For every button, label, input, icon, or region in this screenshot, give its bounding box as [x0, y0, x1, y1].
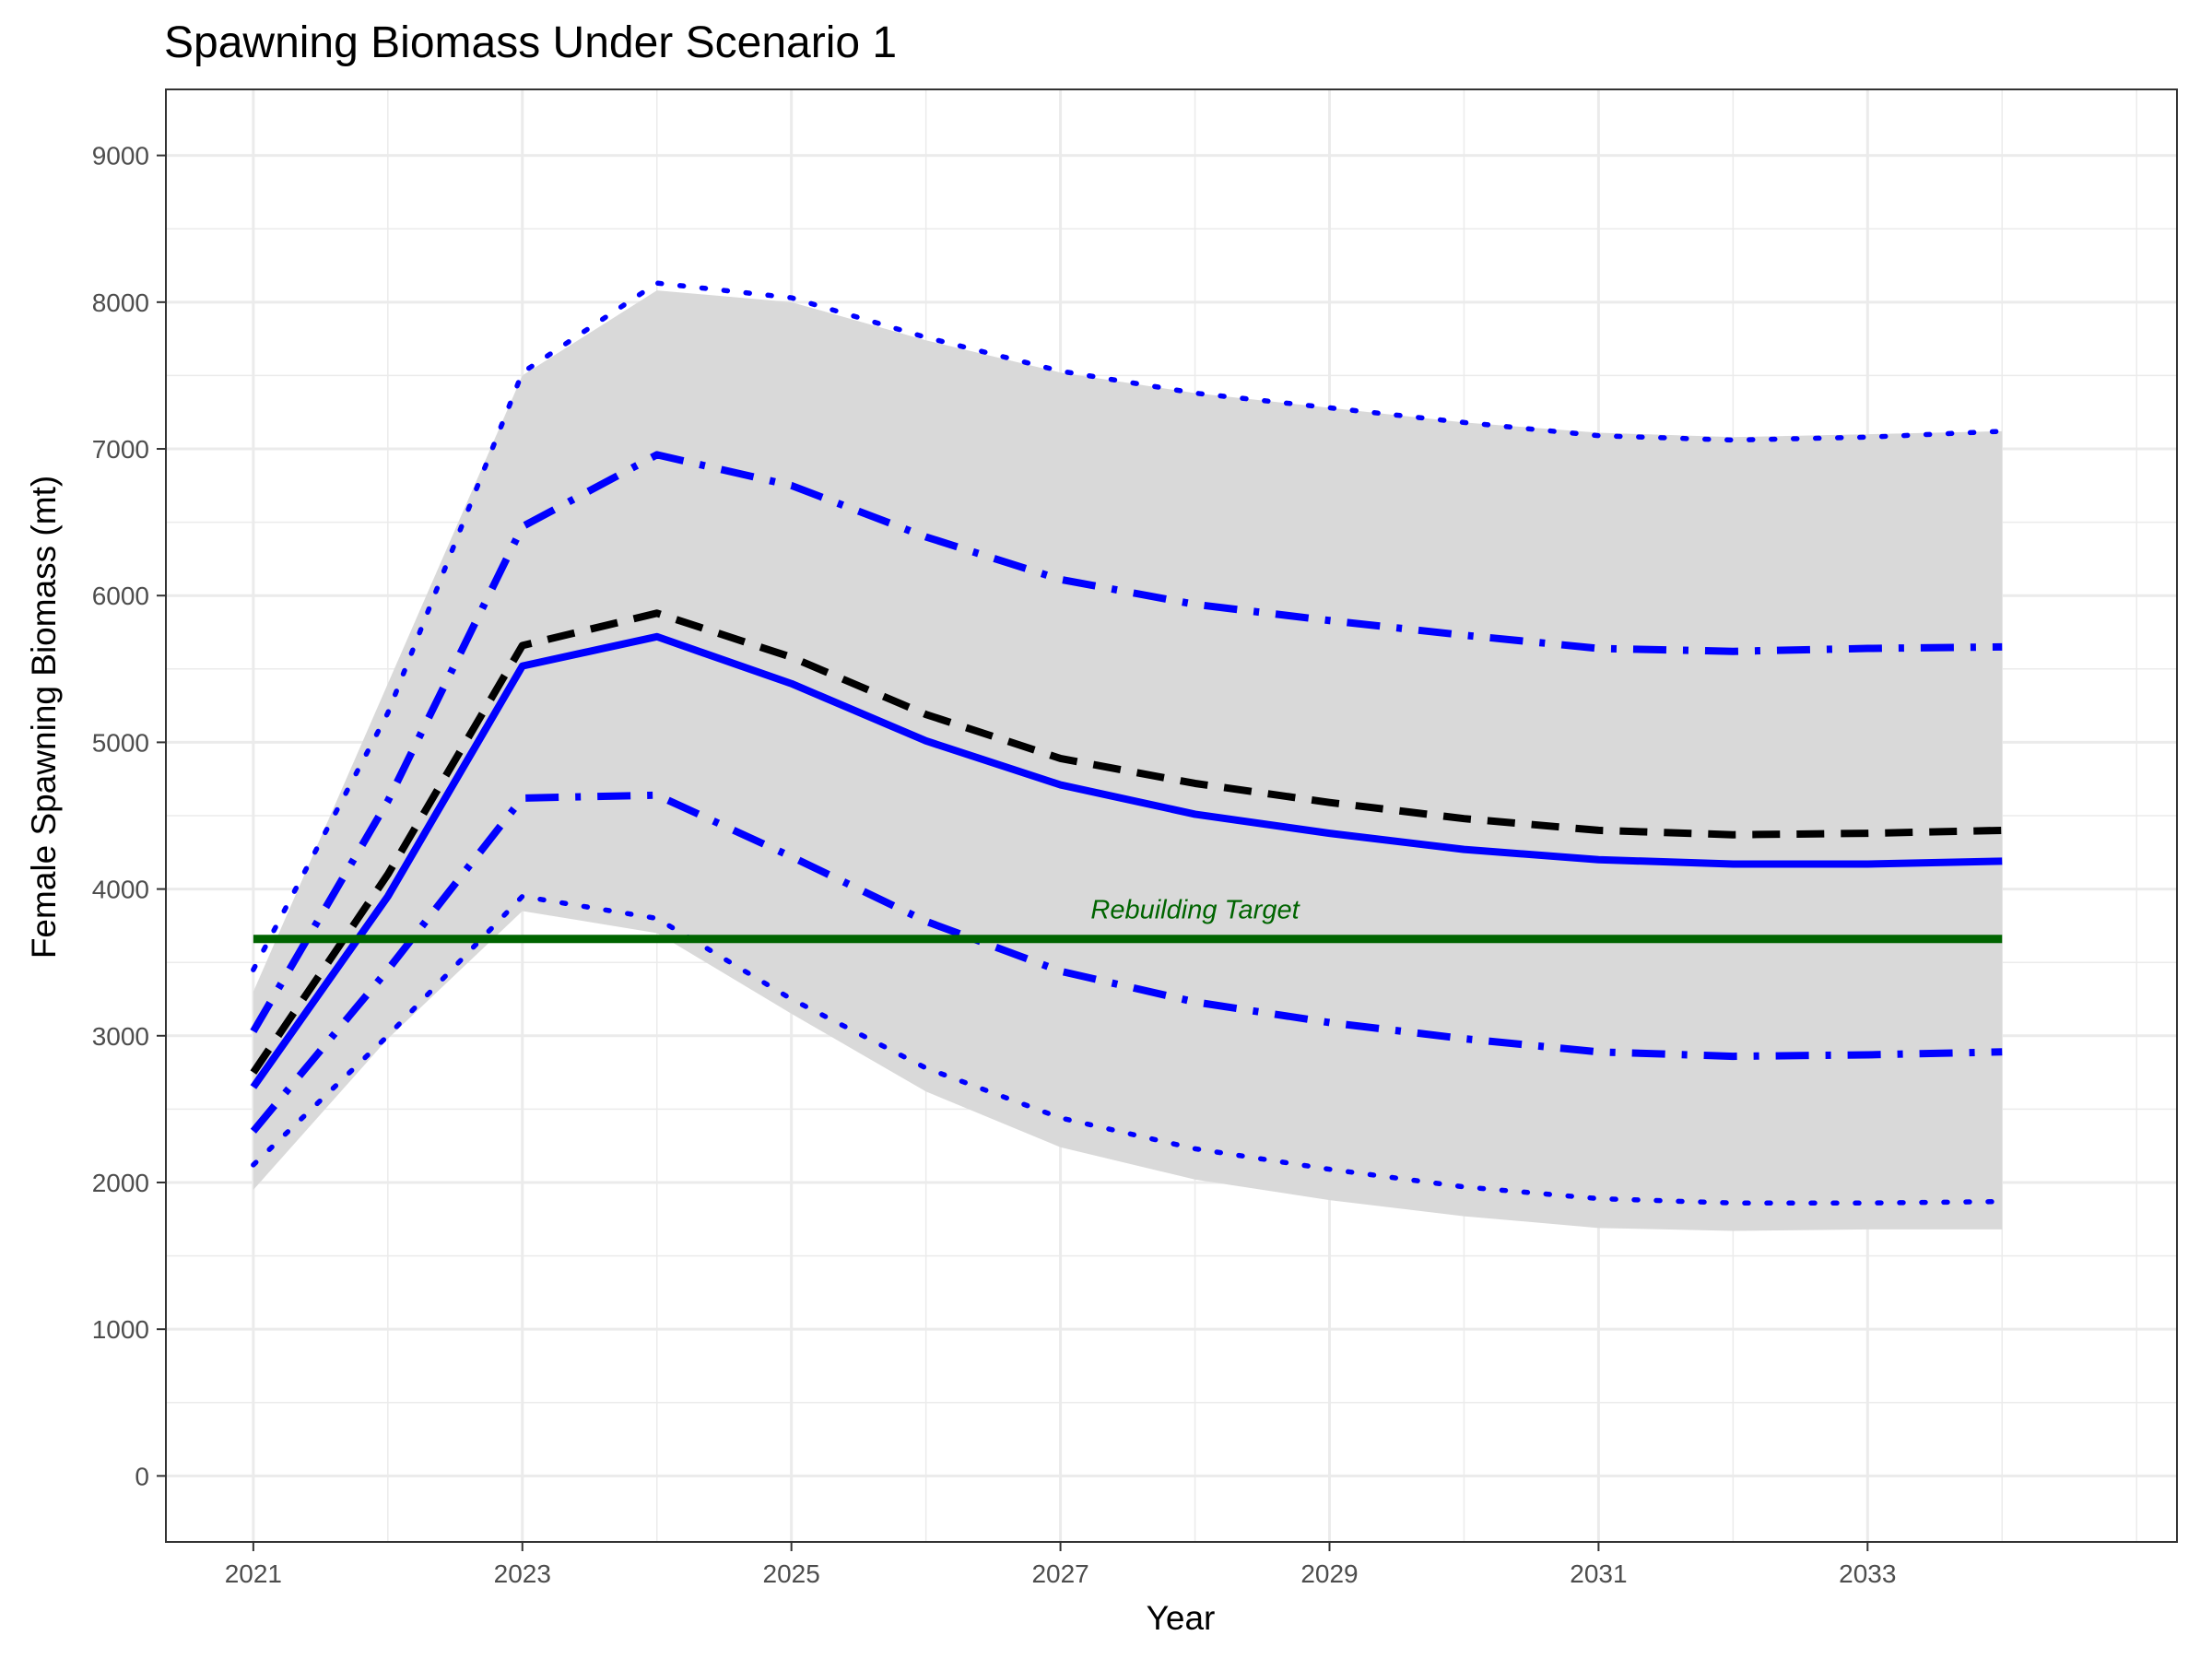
y-tick-label: 8000 [92, 288, 149, 317]
x-axis-title: Year [1147, 1599, 1216, 1637]
y-tick-label: 6000 [92, 582, 149, 610]
x-tick-label: 2021 [225, 1559, 282, 1588]
x-tick-label: 2023 [494, 1559, 551, 1588]
y-axis-title: Female Spawning Biomass (mt) [25, 476, 63, 959]
y-tick-label: 2000 [92, 1169, 149, 1197]
y-tick-label: 9000 [92, 142, 149, 171]
annotations: Rebuilding Target [1090, 895, 1300, 924]
plot-frame [165, 88, 2178, 1543]
x-axis: 2021 2023 2025 2027 2029 2031 2033 [225, 1542, 1896, 1588]
series-line-5 [250, 451, 2003, 1034]
y-tick-label: 5000 [92, 728, 149, 757]
y-axis: 0 1000 2000 3000 4000 5000 6000 7000 8000 9000 [92, 142, 166, 1490]
confidence-band [253, 290, 2003, 1231]
series-line-4 [250, 609, 2003, 1075]
series-line-1 [251, 893, 2006, 1206]
y-tick-label: 3000 [92, 1022, 149, 1051]
confidence-band-area [253, 290, 2003, 1231]
plot-border [165, 88, 2178, 1543]
chart-title: Spawning Biomass Under Scenario 1 [164, 18, 897, 67]
x-tick-label: 2033 [1839, 1559, 1896, 1588]
series-line-2 [250, 791, 2003, 1134]
y-tick-label: 4000 [92, 876, 149, 904]
x-tick-label: 2031 [1570, 1559, 1627, 1588]
x-tick-label: 2027 [1031, 1559, 1088, 1588]
y-tick-label: 1000 [92, 1315, 149, 1344]
y-tick-label: 7000 [92, 435, 149, 464]
annotation-label: Rebuilding Target [1090, 895, 1300, 924]
series-line-6 [251, 280, 2006, 972]
x-tick-label: 2025 [763, 1559, 820, 1588]
y-tick-label: 0 [135, 1462, 149, 1490]
series-line-3 [250, 632, 2003, 1089]
x-tick-label: 2029 [1300, 1559, 1358, 1588]
series-lines [250, 280, 2006, 1206]
